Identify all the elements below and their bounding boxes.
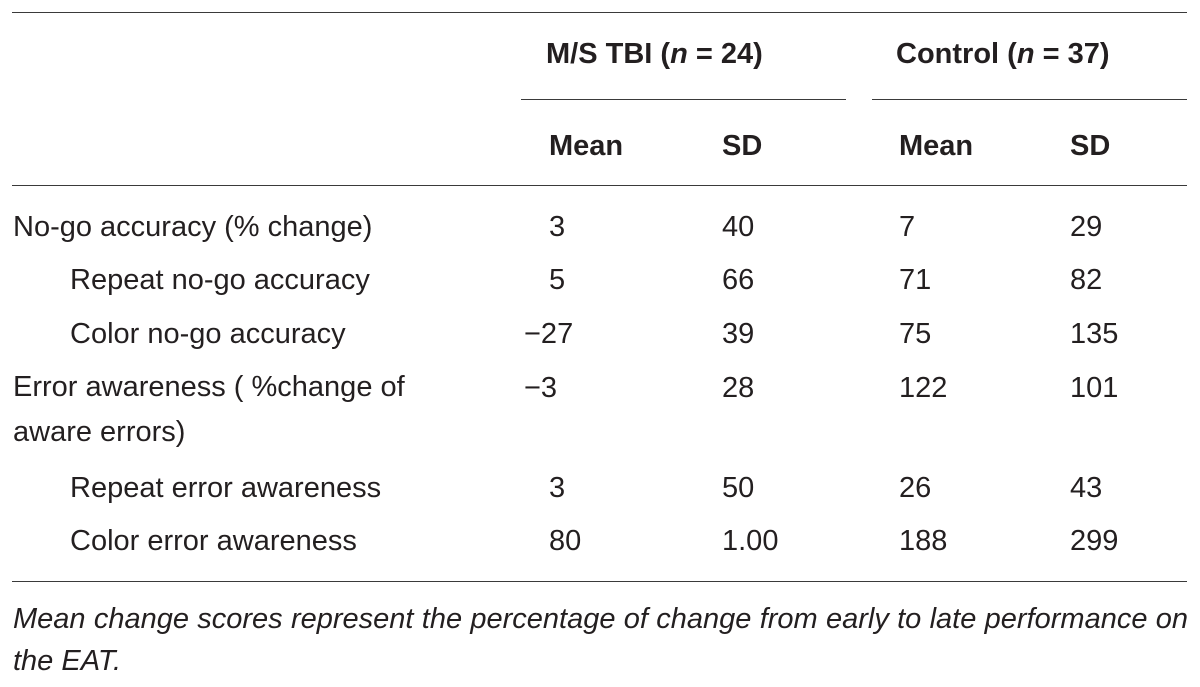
row-label: Repeat no-go accuracy <box>70 264 370 296</box>
cell-tbi-sd: 28 <box>722 372 755 404</box>
cell-tbi-sd: 39 <box>722 318 755 350</box>
cell-control-sd: 135 <box>1070 318 1119 350</box>
row-label: No-go accuracy (% change) <box>13 211 373 243</box>
group-name-tbi: M/S TBI <box>546 38 653 70</box>
cell-tbi-mean: 5 <box>549 264 566 296</box>
bottom-rule <box>12 581 1187 582</box>
cell-tbi-mean: 3 <box>549 472 566 504</box>
group-rule-tbi <box>521 99 846 100</box>
n-label-control: n <box>1016 38 1035 70</box>
subheader-control-mean: Mean <box>899 130 974 162</box>
cell-tbi-mean: 3 <box>549 211 566 243</box>
row-label: Error awareness ( %change of aware error… <box>13 371 405 448</box>
cell-tbi-mean: −27 <box>524 318 574 350</box>
cell-control-mean: 75 <box>899 318 932 350</box>
cell-control-mean: 122 <box>899 372 948 404</box>
cell-control-sd: 29 <box>1070 211 1103 243</box>
n-value-control: 37 <box>1067 38 1100 70</box>
cell-control-mean: 7 <box>899 211 916 243</box>
subheader-control-sd: SD <box>1070 130 1111 162</box>
subheader-tbi-mean: Mean <box>549 130 624 162</box>
n-label-tbi: n <box>670 38 688 70</box>
cell-control-sd: 43 <box>1070 472 1103 504</box>
cell-tbi-sd: 50 <box>722 472 755 504</box>
cell-tbi-mean: 80 <box>549 525 582 557</box>
cell-tbi-sd: 40 <box>722 211 755 243</box>
top-rule <box>12 12 1187 13</box>
cell-tbi-mean: −3 <box>524 372 558 404</box>
group-rule-control <box>872 99 1187 100</box>
cell-control-mean: 188 <box>899 525 948 557</box>
cell-control-sd: 299 <box>1070 525 1119 557</box>
cell-control-sd: 101 <box>1070 372 1119 404</box>
header-rule <box>12 185 1187 186</box>
group-name-control: Control <box>896 38 1000 70</box>
cell-tbi-sd: 1.00 <box>722 525 779 557</box>
row-label: Color error awareness <box>70 525 357 557</box>
cell-tbi-sd: 66 <box>722 264 755 296</box>
row-label: Repeat error awareness <box>70 472 382 504</box>
cell-control-sd: 82 <box>1070 264 1103 296</box>
group-header-tbi: M/S TBI (n = 24) <box>546 38 763 70</box>
cell-control-mean: 26 <box>899 472 932 504</box>
n-value-tbi: 24 <box>720 38 754 70</box>
table-footnote: Mean change scores represent the percent… <box>13 603 1188 677</box>
row-label: Color no-go accuracy <box>70 318 346 350</box>
group-header-control: Control (n = 37) <box>896 38 1110 70</box>
cell-control-mean: 71 <box>899 264 932 296</box>
subheader-tbi-sd: SD <box>722 130 763 162</box>
